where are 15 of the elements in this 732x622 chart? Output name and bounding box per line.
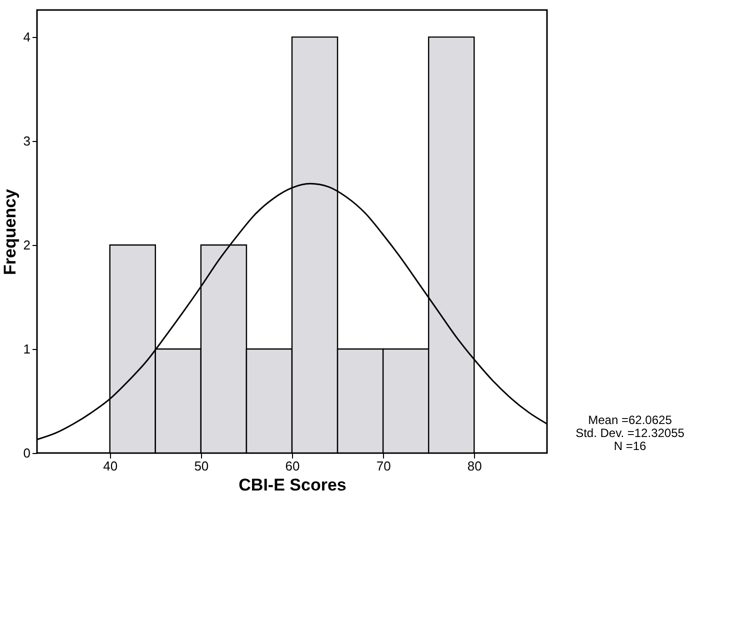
- text: N =16: [614, 439, 646, 453]
- y-tick-label: 4: [23, 30, 30, 45]
- x-axis-title: CBI-E Scores: [238, 476, 346, 494]
- y-axis-title: Frequency: [0, 188, 20, 275]
- y-tick-label: 2: [23, 238, 30, 253]
- y-tick-label: 0: [23, 446, 30, 460]
- x-tick-label: 70: [376, 458, 391, 474]
- text: Mean =62.0625: [588, 413, 672, 427]
- text: Std. Dev. =12.32055: [576, 426, 685, 440]
- y-tick-label: 1: [23, 342, 30, 357]
- x-tick-label: 40: [103, 458, 118, 474]
- x-tick-label: 80: [467, 458, 482, 474]
- x-tick-label: 50: [194, 458, 209, 474]
- x-tick-label: 60: [285, 458, 300, 474]
- y-tick-label: 3: [23, 134, 30, 149]
